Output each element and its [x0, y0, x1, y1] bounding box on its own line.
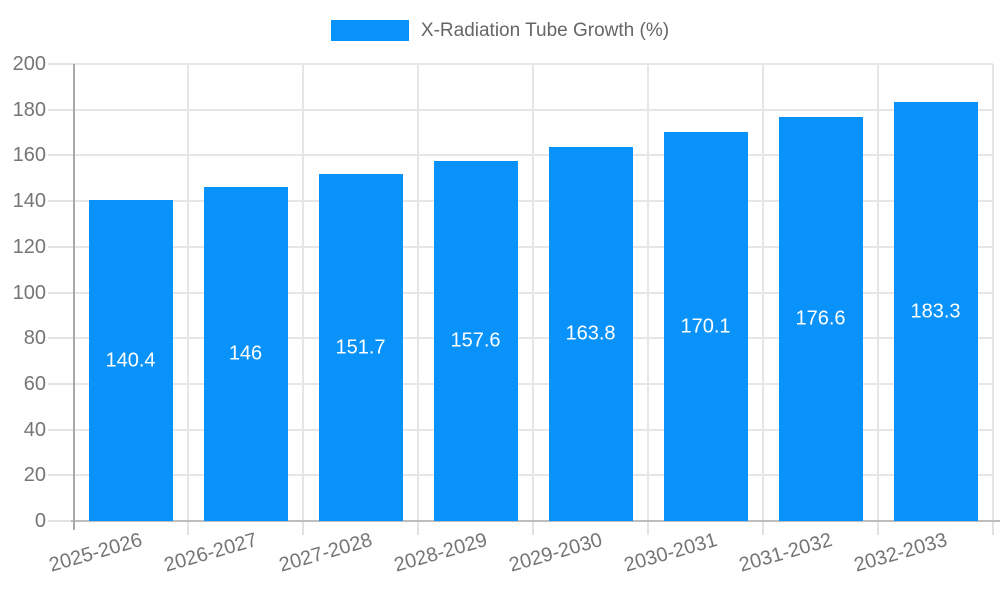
y-tick	[48, 382, 73, 385]
y-axis-tick-label: 80	[23, 327, 46, 350]
x-axis-tick-label: 2031-2032	[736, 529, 835, 577]
bar[interactable]: 140.4	[88, 200, 173, 521]
y-tick	[48, 200, 73, 203]
y-axis-tick-label: 60	[23, 372, 46, 395]
x-axis-tick-label: 2027-2028	[276, 529, 375, 577]
bar[interactable]: 157.6	[433, 160, 518, 521]
x-axis-tick-label: 2025-2026	[46, 529, 145, 577]
y-axis-tick-label: 180	[12, 98, 46, 121]
y-axis-tick-label: 100	[12, 281, 46, 304]
bar[interactable]: 176.6	[778, 117, 863, 521]
y-axis-tick-label: 200	[12, 53, 46, 75]
x-axis-tick-label: 2029-2030	[506, 529, 605, 577]
y-axis-tick-label: 20	[23, 464, 46, 487]
x-tick	[877, 521, 879, 535]
x-tick	[302, 521, 304, 535]
bar-value-label: 163.8	[565, 322, 616, 345]
y-tick	[48, 337, 73, 340]
y-tick	[48, 108, 73, 111]
x-gridline	[187, 64, 189, 521]
x-gridline	[532, 64, 534, 521]
x-tick	[417, 521, 419, 535]
x-axis-tick-label: 2030-2031	[621, 529, 720, 577]
bar[interactable]: 163.8	[548, 146, 633, 521]
y-axis-tick-label: 40	[23, 418, 46, 441]
y-tick	[48, 474, 73, 477]
x-tick	[647, 521, 649, 535]
x-gridline	[992, 64, 994, 521]
y-tick	[48, 428, 73, 431]
x-tick	[532, 521, 534, 535]
y-axis-tick-label: 160	[12, 144, 46, 167]
bar-value-label: 183.3	[910, 300, 961, 323]
x-gridline	[417, 64, 419, 521]
bar[interactable]: 146	[203, 187, 288, 521]
bar-value-label: 176.6	[795, 307, 846, 330]
y-tick	[48, 520, 73, 522]
x-tick	[762, 521, 764, 535]
x-gridline	[762, 64, 764, 521]
x-axis-tick-label: 2032-2033	[851, 529, 950, 577]
x-axis-tick-label: 2026-2027	[161, 529, 260, 577]
legend-series-label: X-Radiation Tube Growth (%)	[420, 20, 670, 41]
bar-value-label: 157.6	[450, 329, 501, 352]
legend-color-swatch	[330, 20, 409, 41]
bar-value-label: 140.4	[105, 349, 156, 372]
x-tick	[992, 521, 994, 535]
y-axis-tick-label: 0	[34, 510, 46, 532]
y-tick	[48, 63, 73, 65]
y-tick	[48, 245, 73, 248]
bar[interactable]: 151.7	[318, 174, 403, 521]
y-axis-tick-label: 140	[12, 190, 46, 213]
bar-value-label: 170.1	[680, 315, 731, 338]
y-tick	[48, 154, 73, 157]
x-axis-line	[71, 520, 1000, 522]
bar-value-label: 146	[228, 342, 263, 365]
x-tick	[187, 521, 189, 535]
y-axis-tick-label: 120	[12, 235, 46, 258]
bar[interactable]: 183.3	[893, 102, 978, 521]
x-gridline	[302, 64, 304, 521]
chart-legend[interactable]: X-Radiation Tube Growth (%)	[0, 20, 1000, 41]
y-tick	[48, 291, 73, 294]
y-axis-line	[73, 64, 75, 530]
x-axis-tick-label: 2028-2029	[391, 529, 490, 577]
x-gridline	[647, 64, 649, 521]
bar-value-label: 151.7	[335, 336, 386, 359]
bar[interactable]: 170.1	[663, 132, 748, 521]
x-gridline	[877, 64, 879, 521]
